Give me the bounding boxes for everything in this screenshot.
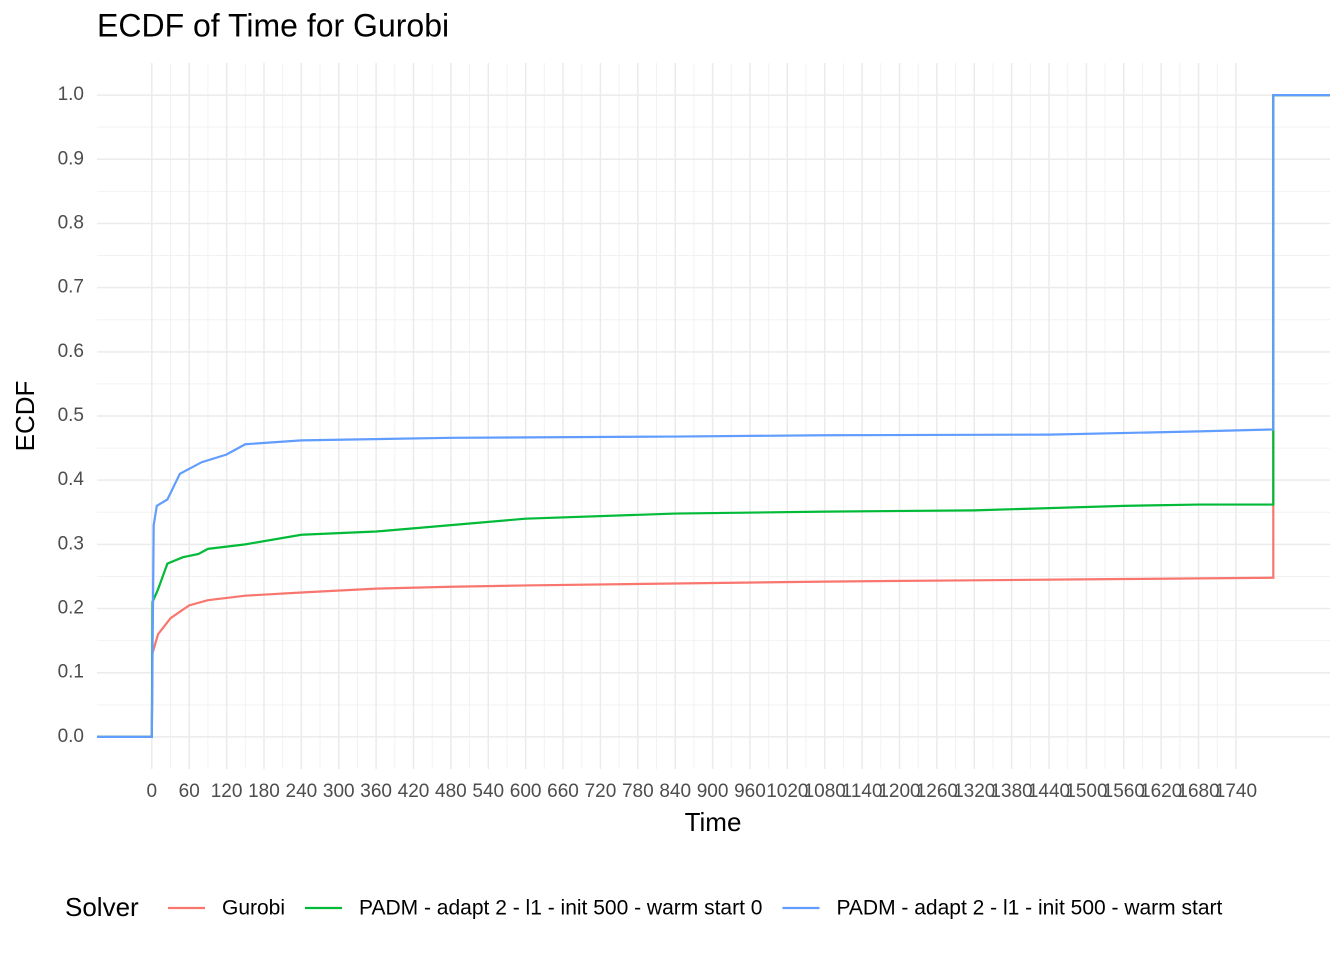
legend-title: Solver — [65, 892, 139, 922]
y-axis-label: ECDF — [10, 381, 40, 452]
x-tick-label: 1200 — [878, 781, 920, 802]
x-tick-label: 1440 — [1028, 781, 1070, 802]
x-tick-label: 120 — [211, 781, 243, 802]
x-tick-label: 960 — [734, 781, 766, 802]
y-tick-label: 0.7 — [58, 277, 84, 298]
ecdf-line — [97, 93, 1330, 739]
legend-label: PADM - adapt 2 - l1 - init 500 - warm st… — [359, 897, 762, 920]
x-tick-label: 1500 — [1065, 781, 1107, 802]
x-tick-label: 480 — [435, 781, 467, 802]
x-tick-label: 60 — [179, 781, 200, 802]
x-tick-label: 180 — [248, 781, 280, 802]
ecdf-line — [97, 93, 1330, 739]
x-tick-label: 1020 — [766, 781, 808, 802]
x-tick-label: 660 — [547, 781, 579, 802]
x-tick-label: 1740 — [1215, 781, 1257, 802]
x-tick-label: 840 — [659, 781, 691, 802]
x-tick-label: 420 — [398, 781, 430, 802]
y-tick-label: 0.4 — [58, 469, 85, 490]
y-tick-label: 0.3 — [58, 533, 84, 554]
x-tick-label: 1560 — [1103, 781, 1145, 802]
x-axis-label: Time — [685, 807, 742, 837]
y-tick-label: 0.8 — [58, 212, 84, 233]
y-tick-label: 0.6 — [58, 341, 84, 362]
y-tick-label: 0.0 — [58, 726, 84, 747]
x-tick-label: 1620 — [1140, 781, 1182, 802]
y-tick-label: 0.1 — [58, 662, 84, 683]
x-tick-label: 1380 — [990, 781, 1032, 802]
y-tick-label: 0.9 — [58, 148, 84, 169]
x-tick-label: 240 — [286, 781, 318, 802]
y-tick-label: 1.0 — [58, 84, 84, 105]
x-tick-label: 600 — [510, 781, 542, 802]
x-tick-label: 1680 — [1177, 781, 1219, 802]
x-tick-label: 720 — [585, 781, 617, 802]
x-tick-label: 1140 — [842, 781, 883, 802]
y-tick-label: 0.5 — [58, 405, 84, 426]
x-tick-label: 1260 — [916, 781, 958, 802]
x-tick-label: 540 — [472, 781, 504, 802]
ecdf-line — [97, 93, 1330, 739]
y-tick-label: 0.2 — [58, 598, 84, 619]
x-tick-label: 300 — [323, 781, 355, 802]
x-tick-label: 780 — [622, 781, 654, 802]
x-tick-label: 900 — [697, 781, 729, 802]
chart-title: ECDF of Time for Gurobi — [97, 7, 449, 43]
x-tick-label: 1320 — [953, 781, 995, 802]
x-tick-label: 1080 — [804, 781, 846, 802]
legend-label: Gurobi — [222, 897, 285, 920]
grid — [97, 63, 1330, 769]
legend-label: PADM - adapt 2 - l1 - init 500 - warm st… — [836, 897, 1222, 920]
x-tick-label: 360 — [360, 781, 392, 802]
x-tick-label: 0 — [147, 781, 158, 802]
